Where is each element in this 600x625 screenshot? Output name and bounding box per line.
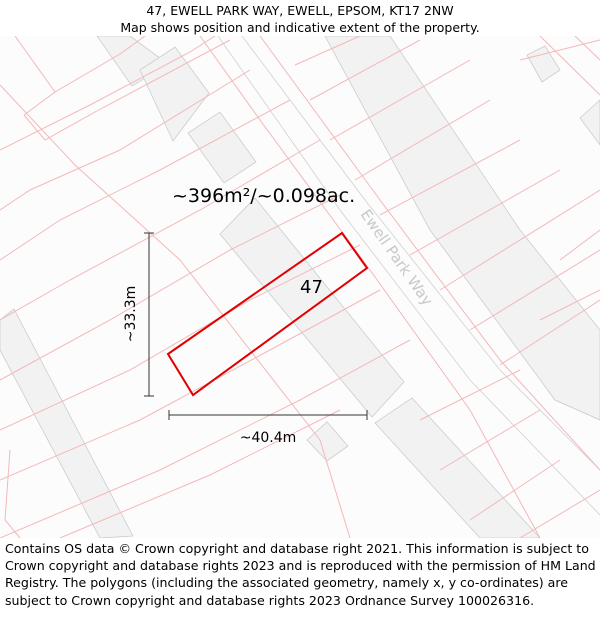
plot-number-label: 47: [300, 277, 323, 298]
height-measure-bar: [144, 232, 154, 397]
map-header: 47, EWELL PARK WAY, EWELL, EPSOM, KT17 2…: [0, 0, 600, 36]
property-map[interactable]: Ewell Park Way 47 ~396m²/~0.098ac. ~33.3…: [0, 36, 600, 538]
map-subtitle: Map shows position and indicative extent…: [120, 19, 480, 35]
property-address: 47, EWELL PARK WAY, EWELL, EPSOM, KT17 2…: [146, 3, 454, 18]
width-measure-bar: [168, 410, 368, 420]
property-boundary[interactable]: [166, 231, 369, 397]
road-edges: [217, 36, 600, 516]
parcel-lines: [0, 36, 600, 538]
map-canvas: Ewell Park Way 47 ~396m²/~0.098ac. ~33.3…: [0, 36, 600, 538]
width-measure-label: ~40.4m: [240, 430, 297, 446]
height-measure-label: ~33.3m: [123, 286, 139, 343]
copyright-notice: Contains OS data © Crown copyright and d…: [5, 541, 596, 608]
area-label: ~396m²/~0.098ac.: [172, 185, 355, 207]
